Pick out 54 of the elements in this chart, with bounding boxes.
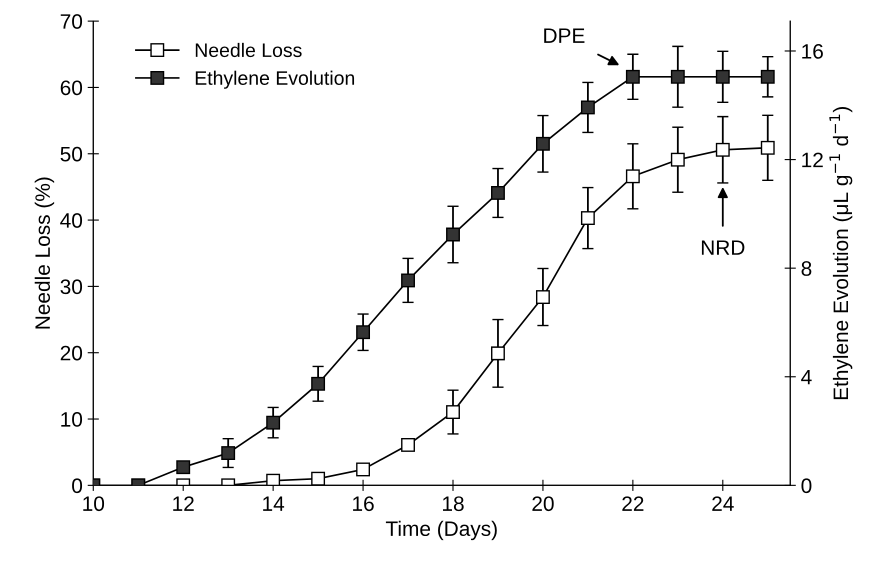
y2-tick-label: 12: [802, 152, 823, 168]
y-tick-label: 50: [60, 146, 82, 162]
y-tick-label: 40: [60, 213, 82, 228]
point: [176, 460, 190, 474]
y-tick-label: 30: [60, 279, 82, 294]
point: [580, 100, 595, 114]
point: [401, 438, 415, 452]
point: [760, 140, 775, 155]
point: [356, 462, 370, 476]
x-tick-label: 14: [263, 496, 284, 511]
point: [716, 142, 730, 157]
point: [446, 228, 460, 242]
point: [221, 446, 236, 460]
point: [760, 70, 775, 84]
point: [356, 325, 370, 340]
y-tick-label: 60: [60, 80, 82, 96]
y-tick-label: 0: [72, 478, 82, 494]
point: [311, 472, 326, 486]
annotation: DPE: [544, 28, 584, 43]
point: [491, 346, 505, 360]
point: [716, 70, 730, 84]
point: [266, 474, 280, 486]
point: [311, 376, 326, 391]
x-tick-label: 12: [173, 496, 194, 511]
y-tick-label: 10: [61, 412, 82, 427]
y-axis-title: Needle Loss (%): [34, 178, 54, 329]
point: [401, 273, 415, 288]
y2-tick-label: 0: [801, 478, 812, 494]
point: [536, 136, 550, 151]
point: [266, 416, 280, 430]
point: [670, 152, 685, 167]
x-tick-label: 24: [712, 496, 734, 511]
y-tick-label: 70: [60, 14, 82, 29]
x-tick-label: 22: [622, 496, 644, 511]
y2-tick-label: 16: [802, 44, 823, 59]
annotation: NRD: [702, 240, 744, 255]
point: [446, 405, 460, 420]
y2-tick-label: 4: [801, 370, 812, 384]
y2-tick-label: 8: [802, 261, 812, 276]
legend-label: Ethylene Evolution: [196, 70, 354, 89]
point: [626, 70, 640, 84]
legend-label: Needle Loss: [196, 42, 302, 58]
point: [626, 169, 640, 184]
x-tick-label: 20: [532, 496, 554, 512]
x-tick-label: 10: [83, 496, 104, 512]
x-tick-label: 18: [443, 496, 464, 512]
point: [536, 290, 550, 304]
point: [580, 211, 595, 226]
point: [491, 186, 505, 200]
point: [670, 70, 685, 84]
x-axis-title: Time (Days): [386, 520, 497, 540]
y-tick-label: 20: [60, 346, 82, 360]
x-tick-label: 16: [353, 496, 374, 512]
y2-axis-title: Ethylene Evolution (μL g$^{−1}$ d$^{−1}$): [829, 107, 852, 400]
